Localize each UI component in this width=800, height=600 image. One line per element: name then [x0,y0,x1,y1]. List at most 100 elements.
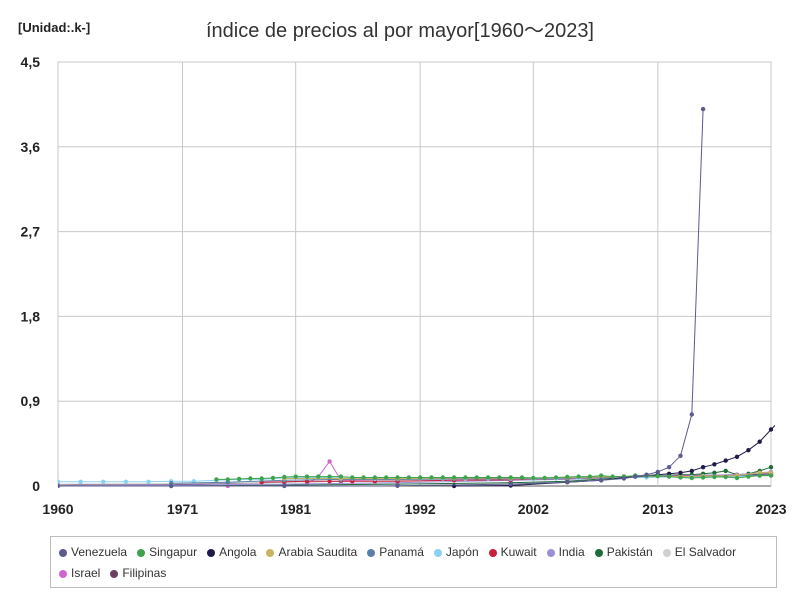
legend-label: India [558,545,585,559]
y-tick-label: 4,5 [21,54,41,70]
data-point [282,474,287,480]
data-point [780,416,784,420]
legend-label: Arabia Saudita [278,545,358,559]
legend-label: Angola [219,545,257,559]
x-tick-label: 1981 [280,501,311,517]
data-point [678,453,683,458]
data-point [214,477,219,482]
data-point [734,475,740,481]
data-point [633,474,638,479]
data-point [78,479,83,484]
grid [57,61,772,487]
data-point [621,476,627,481]
data-point [666,474,672,479]
data-point [757,473,762,478]
data-point [689,412,694,417]
series-line [58,109,704,487]
legend-marker [594,549,603,557]
legend-item: Pakistán [594,542,653,563]
legend-marker [266,549,275,557]
data-point [350,475,355,480]
legend-item: El Salvador [662,542,737,563]
legend-marker [59,549,67,557]
legend-marker [207,549,216,557]
data-point [440,475,445,480]
plot-frame [57,61,772,487]
data-point [270,475,276,481]
x-tick-label: 1992 [405,501,436,517]
data-point [746,474,751,479]
data-point [497,475,502,480]
legend-item: Israel [59,563,100,584]
legend-label: Israel [71,566,101,580]
data-point [361,475,366,480]
data-point [236,476,242,482]
series-venezuela [58,106,706,489]
data-point [599,473,604,478]
data-point [666,465,672,470]
series-lines [58,106,784,489]
data-point [712,470,717,475]
data-point [712,462,717,467]
data-point [485,475,491,480]
data-point [723,458,728,463]
series-singapur [214,473,774,482]
legend-marker [367,549,376,557]
legend-marker [546,549,555,557]
data-point [123,479,129,484]
data-point [316,474,321,479]
data-point [327,474,332,479]
axis-labels: 0 0,9 1,8 2,7 3,6 4,5 1960 1971 1981 1992 2002 2013… [21,54,787,517]
legend-item: Singapur [137,542,197,563]
legend-item: India [546,542,585,563]
data-point [768,473,774,478]
data-point [406,475,411,480]
data-point [599,478,604,483]
data-point [508,475,513,480]
data-point [644,472,649,477]
data-point [587,474,593,479]
data-point [338,474,344,479]
data-point [757,439,762,444]
data-point [327,459,332,464]
data-point [655,469,660,475]
legend-marker [662,549,671,557]
legend-item: Panamá [367,542,424,563]
data-point [372,475,378,480]
chart-title: índice de precios al por mayor[1960〜2023… [205,20,594,42]
data-point [712,474,717,480]
data-point [700,106,706,112]
data-point [225,477,230,482]
data-point [700,475,706,480]
data-point [451,475,457,480]
legend-item: Filipinas [110,563,166,584]
data-point [768,427,774,432]
y-tick-label: 3,6 [21,139,41,155]
data-point [565,480,570,485]
legend: Venezuela Singapur Angola Arabia Saudita Pan… [50,536,777,588]
y-tick-label: 2,7 [21,224,41,240]
legend-label: Pakistán [606,545,653,559]
data-point [395,475,400,480]
legend-label: Panamá [379,545,424,559]
data-point [384,475,389,480]
data-point [689,475,694,481]
data-point [169,483,174,489]
x-tick-label: 2023 [755,501,786,517]
data-point [327,479,332,484]
data-point [519,475,525,480]
data-point [395,483,400,488]
legend-label: Japón [445,545,479,559]
data-point [531,475,536,481]
legend-label: Filipinas [122,566,167,580]
data-point [293,474,298,479]
data-point [146,479,151,484]
legend-marker [137,549,146,557]
data-point [610,474,615,479]
data-point [101,479,106,484]
unit-label: [Unidad:.k-] [18,20,91,35]
legend-label: El Salvador [674,545,737,559]
x-tick-label: 1971 [167,501,198,517]
legend-item: Kuwait [488,542,537,563]
data-point [734,454,740,459]
